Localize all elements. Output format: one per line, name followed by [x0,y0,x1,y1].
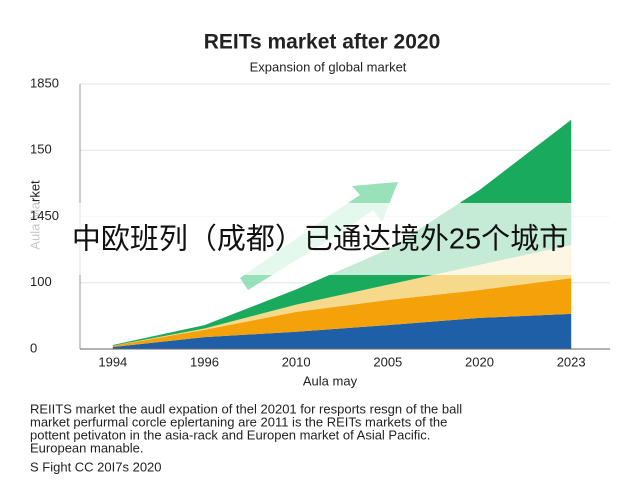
y-tick-label: 0 [30,340,37,355]
x-tick-label: 1996 [190,354,219,369]
y-tick-label: 150 [30,142,52,157]
caption-line: European manable. [30,440,143,455]
caption-line: market perfurmal corcle eplertaning are … [30,414,447,429]
x-tick-label: 2020 [465,354,494,369]
caption-line: pottent petivaton in the asia-rack and E… [30,427,430,442]
y-tick-label: 1850 [30,75,59,90]
caption-line: REIITS market the audl expation of thel … [30,401,462,416]
area [112,313,572,349]
x-axis-label: Aula may [303,373,358,388]
x-tick-label: 2010 [282,354,311,369]
y-tick-label: 100 [30,274,52,289]
footer: S Fight CC 20I7s 2020 [30,459,162,474]
chart-subtitle: Expansion of global market [250,59,407,74]
x-tick-label: 2005 [373,354,402,369]
x-tick-label: 1994 [98,354,127,369]
banner-text: 中欧班列（成都）已通达境外25个城市 [72,223,568,256]
y-tick-label: 1450 [30,208,59,223]
area [112,278,572,347]
chart-title: REITs market after 2020 [204,31,441,54]
banner-background [0,203,640,275]
x-tick-label: 2023 [557,354,586,369]
